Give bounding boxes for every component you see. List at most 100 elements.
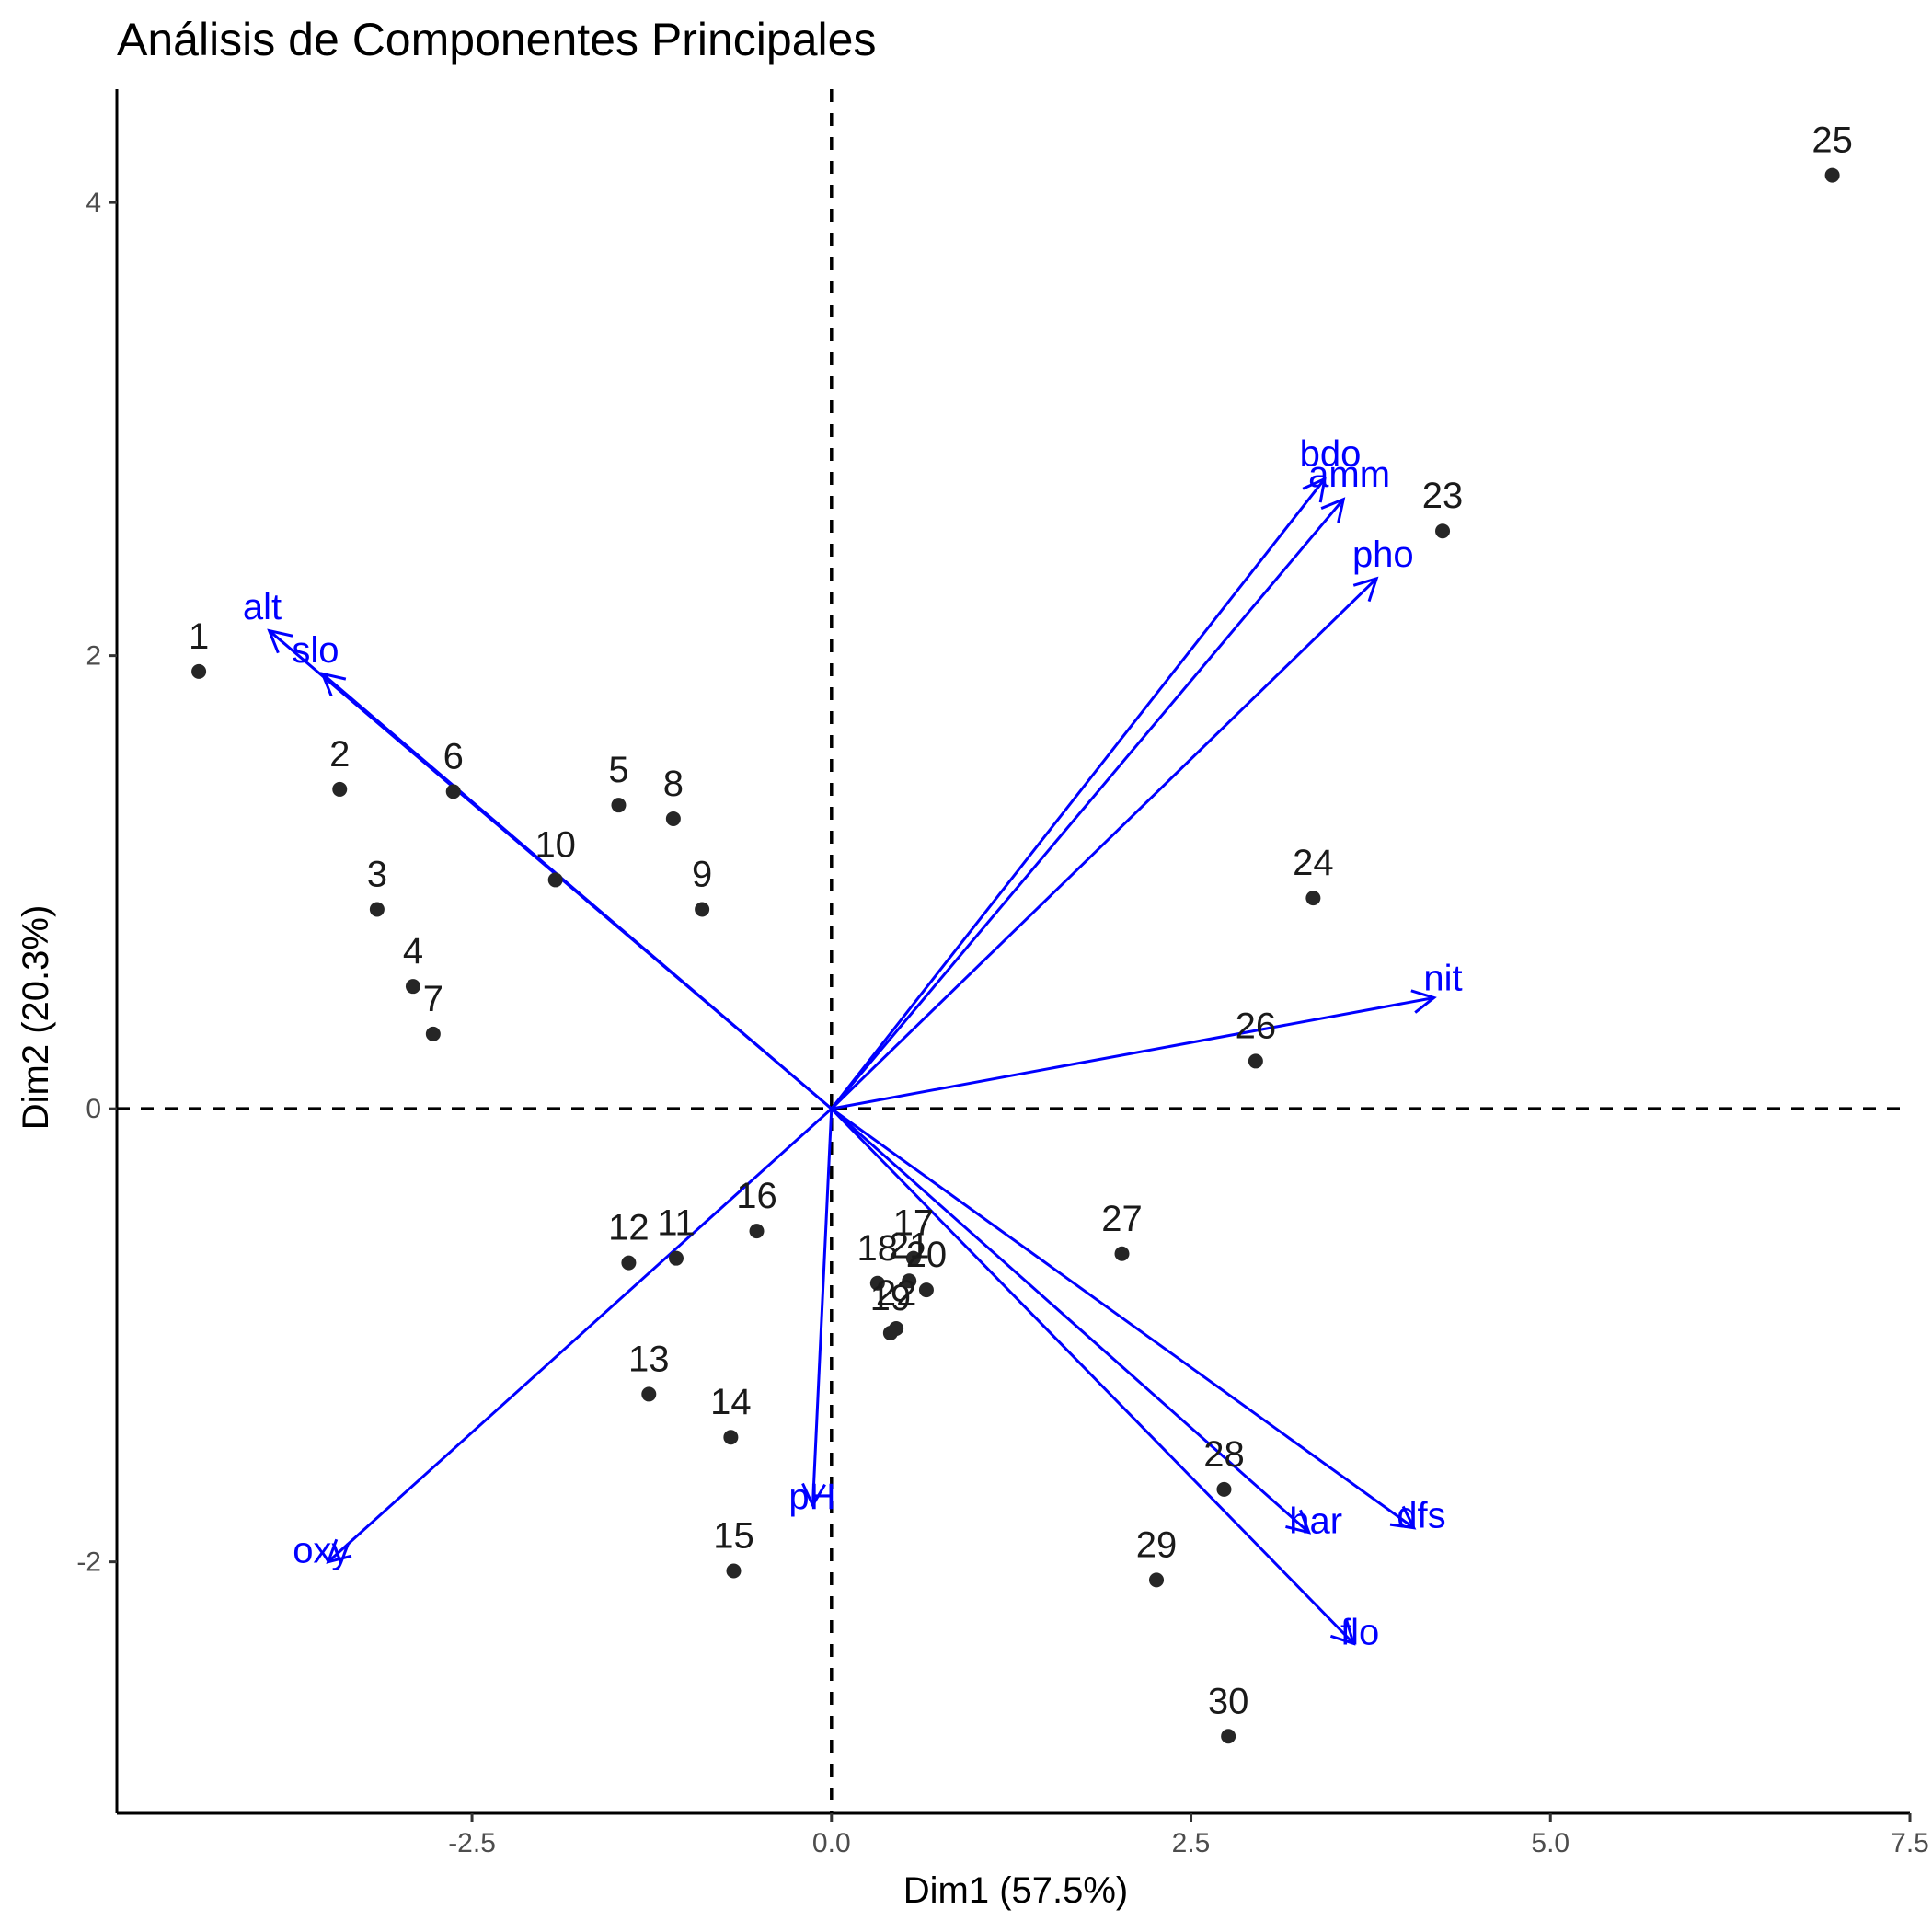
arrow-shaft [811, 1109, 834, 1506]
arrow-shaft [327, 1108, 833, 1563]
individual-15: 15 [713, 1516, 754, 1579]
variable-label: pH [788, 1477, 835, 1517]
individual-point [918, 1282, 934, 1298]
individual-label: 21 [889, 1225, 930, 1266]
individual-point [425, 1026, 441, 1041]
individual-6: 6 [443, 736, 464, 799]
y-tick-label: 4 [86, 188, 101, 218]
individual-24: 24 [1293, 843, 1334, 906]
individual-point [1248, 1053, 1263, 1069]
individual-label: 26 [1236, 1006, 1277, 1046]
y-tick-label: 0 [86, 1094, 101, 1124]
individual-30: 30 [1208, 1681, 1249, 1744]
variable-label: slo [292, 630, 339, 671]
x-tick-label: 5.0 [1531, 1828, 1570, 1858]
arrow-head [1410, 989, 1437, 1014]
arrow-shaft [831, 996, 1434, 1110]
individual-20: 20 [906, 1235, 948, 1298]
individual-label: 24 [1293, 843, 1334, 883]
individual-point [889, 1321, 904, 1337]
individual-point [1435, 523, 1451, 539]
individual-point [621, 1255, 637, 1271]
individual-label: 1 [189, 616, 209, 657]
individual-label: 23 [1422, 476, 1464, 516]
arrow-shaft [830, 1108, 1310, 1534]
individual-28: 28 [1203, 1434, 1245, 1497]
individual-label: 25 [1811, 121, 1853, 161]
individual-23: 23 [1422, 476, 1464, 539]
individual-label: 17 [893, 1203, 935, 1244]
individual-label: 22 [876, 1273, 917, 1314]
individual-point [905, 1250, 921, 1266]
individual-1: 1 [189, 616, 209, 679]
individual-5: 5 [608, 750, 629, 813]
arrow-shaft [321, 673, 833, 1110]
individual-13: 13 [628, 1339, 670, 1402]
individual-8: 8 [663, 764, 684, 826]
individual-point [1824, 167, 1840, 183]
individual-point [869, 1275, 885, 1291]
individual-14: 14 [710, 1382, 752, 1445]
individual-label: 30 [1208, 1681, 1249, 1721]
arrow-head [1389, 1505, 1417, 1530]
individual-label: 28 [1203, 1434, 1245, 1475]
individual-point [445, 784, 461, 799]
variable-arrow-slo: slo [292, 630, 833, 1110]
individual-point [902, 1273, 917, 1289]
individual-point [547, 872, 563, 888]
individual-point [1114, 1246, 1130, 1261]
individual-point [665, 811, 681, 826]
individual-29: 29 [1136, 1524, 1178, 1588]
individual-11: 11 [657, 1203, 696, 1266]
individual-label: 18 [857, 1228, 899, 1269]
arrow-head [320, 672, 347, 697]
individual-label: 7 [423, 979, 443, 1019]
individual-3: 3 [367, 854, 387, 917]
individual-9: 9 [692, 854, 712, 917]
variable-arrow-pH: pH [788, 1109, 836, 1517]
arrow-shaft [830, 577, 1378, 1110]
individual-label: 9 [692, 854, 712, 894]
variable-label: amm [1308, 454, 1390, 495]
arrow-head [1320, 497, 1346, 523]
x-tick-label: 7.5 [1891, 1828, 1929, 1858]
individual-label: 4 [403, 931, 423, 972]
arrow-head [1285, 1509, 1312, 1535]
individual-22: 22 [876, 1273, 917, 1337]
variable-arrow-dfs: dfs [830, 1107, 1446, 1536]
arrow-shaft [830, 477, 1327, 1110]
individual-label: 16 [736, 1176, 777, 1216]
arrow-head [801, 1482, 826, 1509]
arrow-shaft [830, 498, 1345, 1110]
individual-label: 15 [713, 1516, 754, 1557]
individual-label: 2 [329, 734, 350, 775]
y-tick-label: -2 [76, 1547, 101, 1578]
individual-point [695, 902, 710, 917]
variable-arrow-har: har [830, 1108, 1342, 1541]
individual-point [1305, 891, 1321, 906]
arrow-shaft [830, 1108, 1355, 1645]
individual-label: 29 [1136, 1524, 1178, 1565]
variable-arrow-oxy: oxy [293, 1108, 833, 1570]
individual-25: 25 [1811, 121, 1853, 183]
individual-2: 2 [329, 734, 350, 797]
individual-point [405, 979, 420, 995]
individual-point [369, 902, 385, 917]
y-tick-label: 2 [86, 641, 101, 672]
arrow-head [1329, 1619, 1356, 1646]
individual-point [611, 798, 627, 813]
variable-label: har [1289, 1501, 1342, 1541]
individual-points: 1234567891011121314151617181920212223242… [189, 121, 1853, 1744]
individual-label: 20 [906, 1235, 948, 1275]
arrow-head [326, 1538, 352, 1564]
individual-label: 13 [628, 1339, 670, 1379]
y-axis-title: Dim2 (20.3%) [16, 905, 56, 1131]
individual-point [1216, 1481, 1232, 1497]
individual-27: 27 [1101, 1199, 1143, 1261]
individual-21: 21 [889, 1225, 930, 1289]
variable-arrow-pho: pho [830, 535, 1414, 1110]
variable-arrow-flo: flo [830, 1108, 1379, 1652]
x-axis-title: Dim1 (57.5%) [903, 1870, 1129, 1911]
chart-title: Análisis de Componentes Principales [117, 14, 876, 65]
